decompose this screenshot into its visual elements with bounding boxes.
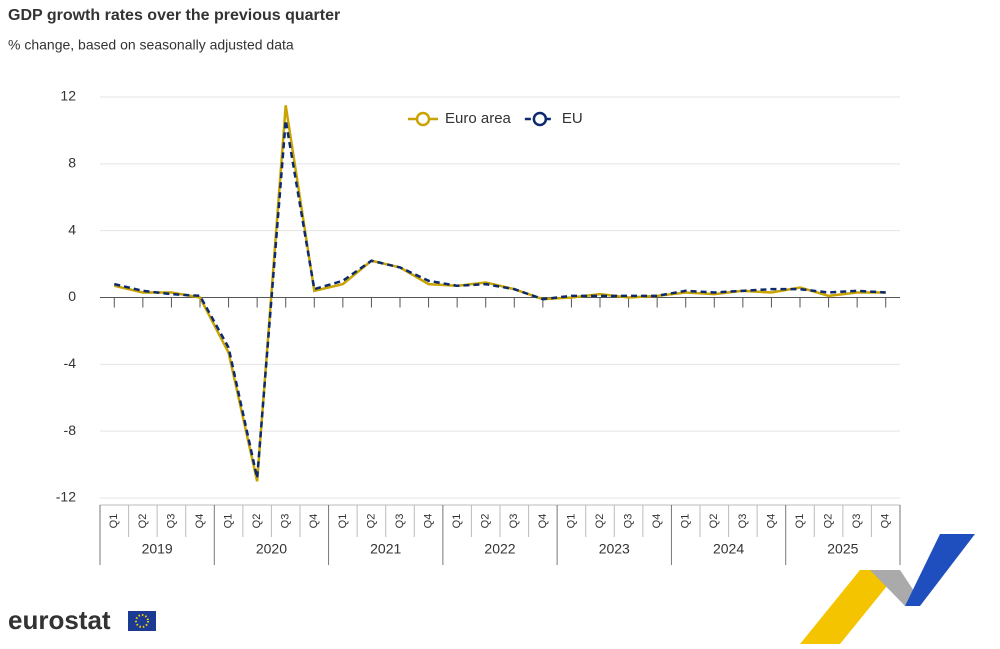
x-tick-label: Q3 (851, 514, 863, 529)
x-tick-label: Q2 (708, 514, 720, 529)
decor (905, 534, 975, 606)
chart-title: GDP growth rates over the previous quart… (8, 7, 340, 24)
x-tick-label: Q3 (280, 514, 292, 529)
y-tick-label: 0 (68, 288, 76, 304)
x-tick-label: Q1 (337, 514, 349, 529)
group-label: 2023 (599, 541, 630, 557)
legend-marker (415, 111, 431, 127)
x-tick-label: Q2 (822, 514, 834, 529)
x-tick-label: Q4 (194, 514, 206, 529)
x-tick-label: Q3 (165, 514, 177, 529)
x-tick-label: Q3 (508, 514, 520, 529)
group-label: 2019 (142, 541, 173, 557)
x-tick-label: Q3 (394, 514, 406, 529)
x-tick-label: Q1 (222, 514, 234, 529)
group-label: 2020 (256, 541, 287, 557)
x-tick-label: Q4 (651, 514, 663, 529)
x-tick-label: Q2 (251, 514, 263, 529)
x-tick-label: Q2 (594, 514, 606, 529)
brand-logo: eurostat (8, 605, 111, 635)
x-tick-label: Q3 (622, 514, 634, 529)
y-tick-label: -12 (56, 489, 76, 505)
y-tick-label: 4 (68, 221, 76, 237)
x-tick-label: Q3 (737, 514, 749, 529)
legend-label: Euro area (445, 110, 512, 127)
y-tick-label: -4 (64, 355, 77, 371)
decor (800, 570, 900, 644)
x-tick-label: Q2 (137, 514, 149, 529)
x-tick-label: Q1 (794, 514, 806, 529)
x-tick-label: Q4 (537, 514, 549, 529)
legend-marker (532, 111, 548, 127)
x-tick-label: Q4 (765, 514, 777, 529)
group-label: 2024 (713, 541, 744, 557)
group-label: 2022 (484, 541, 515, 557)
legend-item[interactable]: Euro area (408, 110, 512, 127)
y-tick-label: 8 (68, 155, 76, 171)
x-tick-label: Q1 (108, 514, 120, 529)
chart-subtitle: % change, based on seasonally adjusted d… (8, 37, 294, 53)
x-tick-label: Q1 (565, 514, 577, 529)
legend-item[interactable]: EU (524, 110, 583, 127)
y-tick-label: -8 (64, 422, 77, 438)
eu-stars (135, 614, 149, 628)
y-tick-label: 12 (60, 88, 76, 104)
x-tick-label: Q2 (365, 514, 377, 529)
group-label: 2025 (827, 541, 858, 557)
legend-label: EU (562, 110, 583, 127)
x-tick-label: Q2 (480, 514, 492, 529)
series-line (114, 120, 886, 479)
x-tick-label: Q1 (451, 514, 463, 529)
x-tick-label: Q1 (680, 514, 692, 529)
series-line (114, 105, 886, 482)
decor (870, 570, 920, 606)
x-tick-label: Q4 (880, 514, 892, 529)
group-label: 2021 (370, 541, 401, 557)
eu-flag (128, 611, 156, 631)
x-tick-label: Q4 (308, 514, 320, 529)
x-tick-label: Q4 (422, 514, 434, 529)
